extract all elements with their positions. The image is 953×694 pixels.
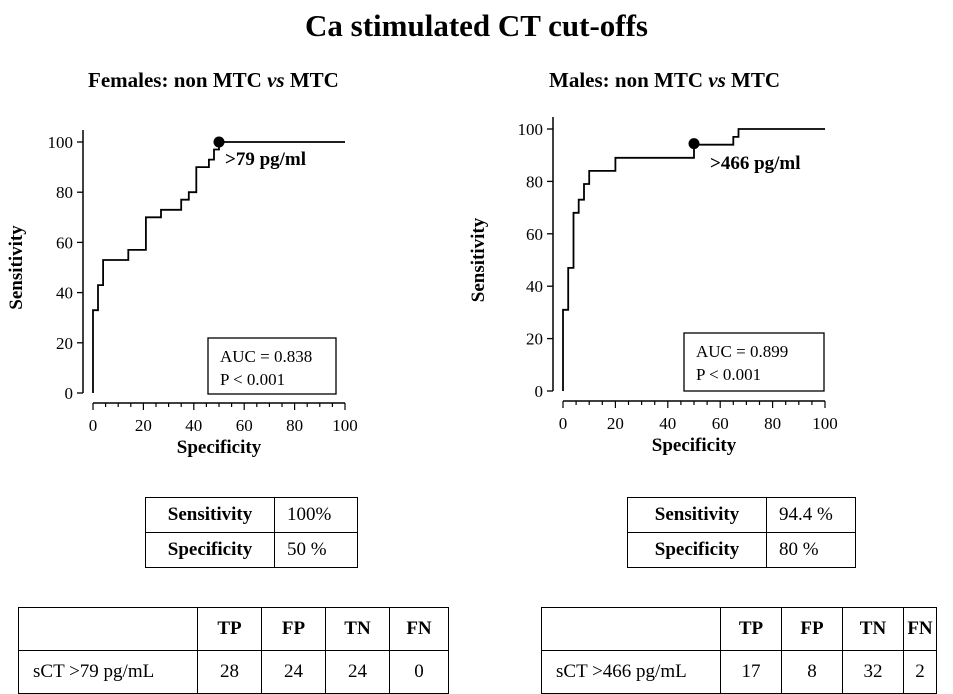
fp-value: 24	[261, 650, 326, 694]
x-tick-label: 40	[185, 416, 202, 435]
page-title: Ca stimulated CT cut-offs	[305, 8, 648, 43]
header-fn: FN	[389, 607, 449, 651]
x-tick-label: 100	[812, 414, 838, 433]
females-subtitle-vs: vs	[267, 68, 285, 92]
males-stats-table: Sensitivity 94.4 % Specificity 80 %	[627, 497, 856, 568]
auc-text: AUC = 0.838	[220, 347, 312, 366]
specificity-value: 50 %	[274, 532, 358, 568]
y-tick-label: 100	[48, 133, 74, 152]
tn-value: 24	[325, 650, 390, 694]
y-tick-label: 40	[526, 277, 543, 296]
roc-curve-line	[92, 141, 345, 393]
y-tick-label: 0	[65, 384, 74, 403]
males-subtitle-suffix: MTC	[725, 68, 780, 92]
table-row: Sensitivity 94.4 %	[627, 497, 856, 533]
y-tick-label: 60	[526, 225, 543, 244]
sensitivity-label: Sensitivity	[627, 497, 767, 533]
males-confusion-table: TP FP TN FN sCT >466 pg/mL 17 8 32 2	[541, 607, 937, 694]
males-subtitle-vs: vs	[708, 68, 726, 92]
header-fp: FP	[261, 607, 326, 651]
y-tick-label: 20	[526, 330, 543, 349]
roc-curve-line	[562, 128, 825, 391]
y-tick-label: 80	[56, 183, 73, 202]
cutoff-label: >466 pg/ml	[710, 153, 801, 174]
header-fp: FP	[781, 607, 843, 651]
auc-box	[207, 337, 337, 395]
y-tick-label: 100	[518, 120, 544, 139]
males-subtitle-prefix: Males: non MTC	[549, 68, 709, 92]
table-row: sCT >79 pg/mL 28 24 24 0	[18, 650, 449, 694]
x-tick-label: 20	[607, 414, 624, 433]
y-tick-label: 0	[535, 382, 544, 401]
females-stats-table: Sensitivity 100% Specificity 50 %	[145, 497, 358, 568]
p-value-text: P < 0.001	[220, 370, 285, 389]
x-tick-label: 100	[332, 416, 358, 435]
x-tick-label: 40	[659, 414, 676, 433]
header-tp: TP	[197, 607, 262, 651]
tp-value: 17	[720, 650, 782, 694]
y-axis-label: Sensitivity	[468, 217, 489, 302]
fn-value: 2	[903, 650, 937, 694]
table-row: Specificity 80 %	[627, 532, 856, 568]
p-value-text: P < 0.001	[696, 365, 761, 384]
x-tick-label: 80	[764, 414, 781, 433]
auc-box	[683, 332, 825, 392]
specificity-label: Specificity	[627, 532, 767, 568]
x-tick-label: 0	[559, 414, 568, 433]
x-axis-label: Specificity	[177, 437, 262, 458]
females-subtitle-suffix: MTC	[284, 68, 339, 92]
y-tick-label: 40	[56, 284, 73, 303]
table-row: Specificity 50 %	[145, 532, 358, 568]
specificity-value: 80 %	[766, 532, 856, 568]
tp-value: 28	[197, 650, 262, 694]
auc-text: AUC = 0.899	[696, 342, 788, 361]
fn-value: 0	[389, 650, 449, 694]
females-subtitle: Females: non MTC vs MTC	[88, 68, 339, 93]
females-subtitle-prefix: Females: non MTC	[88, 68, 268, 92]
row-label: sCT >79 pg/mL	[18, 650, 198, 694]
x-axis-label: Specificity	[652, 435, 737, 456]
specificity-label: Specificity	[145, 532, 275, 568]
females-roc-chart: 0 20 40 60 80 100 0 20 40 60 80 100 Specificity Sensi…	[6, 130, 358, 458]
header-tn: TN	[325, 607, 390, 651]
header-fn: FN	[903, 607, 937, 651]
cutoff-point	[688, 138, 700, 150]
table-header-row: TP FP TN FN	[18, 607, 449, 651]
x-tick-label: 80	[286, 416, 303, 435]
sensitivity-label: Sensitivity	[145, 497, 275, 533]
y-tick-label: 60	[56, 233, 73, 252]
tn-value: 32	[842, 650, 904, 694]
table-row: sCT >466 pg/mL 17 8 32 2	[541, 650, 937, 694]
males-roc-chart: 0 20 40 60 80 100 0 20 40 60 80 100 Specificity Sensi…	[468, 117, 838, 456]
males-subtitle: Males: non MTC vs MTC	[549, 68, 780, 93]
sensitivity-value: 100%	[274, 497, 358, 533]
x-tick-label: 0	[89, 416, 98, 435]
row-label: sCT >466 pg/mL	[541, 650, 721, 694]
header-tn: TN	[842, 607, 904, 651]
header-tp: TP	[720, 607, 782, 651]
y-tick-label: 20	[56, 334, 73, 353]
header-empty	[541, 607, 721, 651]
fp-value: 8	[781, 650, 843, 694]
cutoff-point	[213, 136, 225, 148]
x-tick-label: 20	[135, 416, 152, 435]
header-empty	[18, 607, 198, 651]
x-tick-label: 60	[712, 414, 729, 433]
sensitivity-value: 94.4 %	[766, 497, 856, 533]
y-tick-label: 80	[526, 172, 543, 191]
y-axis-label: Sensitivity	[6, 225, 27, 310]
table-row: Sensitivity 100%	[145, 497, 358, 533]
x-tick-label: 60	[236, 416, 253, 435]
females-confusion-table: TP FP TN FN sCT >79 pg/mL 28 24 24 0	[18, 607, 449, 694]
table-header-row: TP FP TN FN	[541, 607, 937, 651]
cutoff-label: >79 pg/ml	[225, 149, 306, 170]
